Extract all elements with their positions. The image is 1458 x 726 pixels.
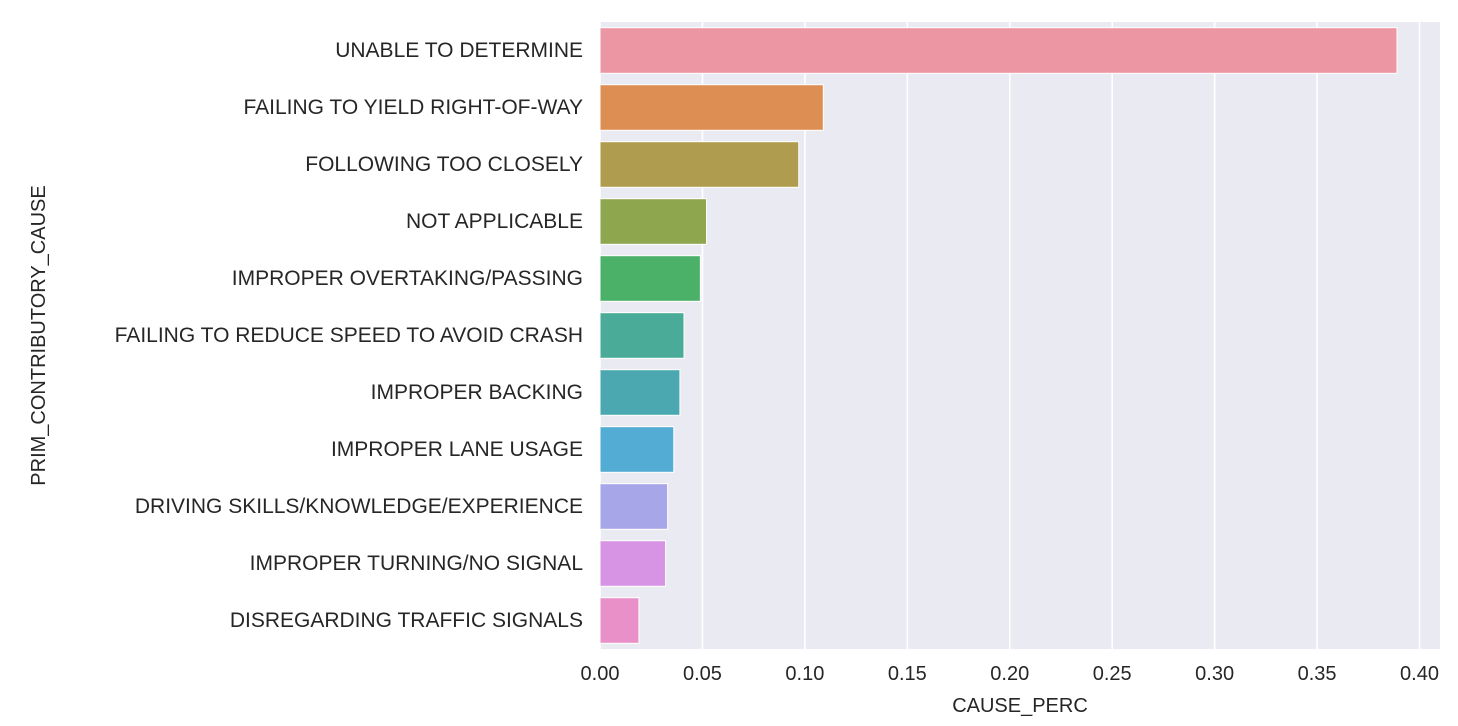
x-tick-label: 0.00 (581, 663, 620, 685)
x-tick-label: 0.40 (1400, 663, 1439, 685)
category-label: DISREGARDING TRAFFIC SIGNALS (230, 609, 583, 632)
bar (599, 255, 701, 302)
bar (599, 198, 708, 245)
bar (599, 540, 667, 587)
bar (599, 312, 685, 359)
category-label: IMPROPER LANE USAGE (331, 438, 583, 461)
x-tick-labels: 0.00 0.05 0.10 0.15 0.20 0.25 0.30 0.35 0.40 (581, 663, 1439, 685)
bars (599, 27, 1398, 644)
bar (599, 597, 640, 644)
x-axis-title: CAUSE_PERC (952, 695, 1088, 717)
bar (599, 483, 669, 530)
bar (599, 84, 824, 131)
bar (599, 27, 1398, 74)
category-labels: UNABLE TO DETERMINE FAILING TO YIELD RIGH… (115, 39, 583, 632)
category-label: IMPROPER OVERTAKING/PASSING (232, 267, 583, 290)
category-label: IMPROPER TURNING/NO SIGNAL (250, 552, 583, 575)
category-label: FOLLOWING TOO CLOSELY (305, 153, 583, 176)
x-tick-label: 0.30 (1195, 663, 1234, 685)
category-label: FAILING TO YIELD RIGHT-OF-WAY (243, 96, 583, 119)
y-axis-title: PRIM_CONTRIBUTORY_CAUSE (28, 185, 50, 485)
category-label: FAILING TO REDUCE SPEED TO AVOID CRASH (115, 324, 583, 347)
x-tick-label: 0.35 (1298, 663, 1337, 685)
x-tick-label: 0.20 (990, 663, 1029, 685)
category-label: UNABLE TO DETERMINE (335, 39, 583, 62)
bar (599, 426, 675, 473)
category-label: DRIVING SKILLS/KNOWLEDGE/EXPERIENCE (135, 495, 583, 518)
bar (599, 369, 681, 416)
bar (599, 141, 800, 188)
x-tick-label: 0.25 (1093, 663, 1132, 685)
x-tick-label: 0.05 (683, 663, 722, 685)
category-label: NOT APPLICABLE (406, 210, 583, 233)
x-tick-label: 0.15 (888, 663, 927, 685)
category-label: IMPROPER BACKING (371, 381, 583, 404)
x-tick-label: 0.10 (785, 663, 824, 685)
